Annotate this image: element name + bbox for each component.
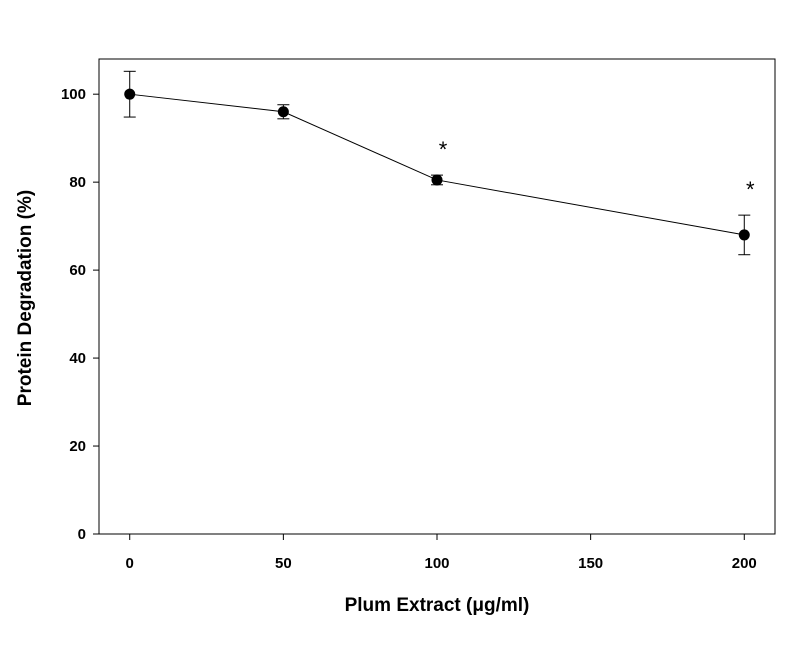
data-point (277, 106, 289, 118)
data-point (124, 88, 136, 100)
data-series: ** (123, 70, 755, 256)
y-tick-label: 20 (69, 438, 86, 455)
y-axis-title: Protein Degradation (%) (15, 190, 36, 406)
axis-ticks: 0 20 40 60 80 100 0 50 100 150 200 (61, 86, 757, 572)
data-point (431, 174, 443, 186)
y-tick-label: 40 (69, 350, 86, 367)
x-tick-label: 150 (578, 555, 603, 572)
plot-frame (98, 58, 776, 535)
x-tick-label: 200 (732, 555, 757, 572)
x-tick-label: 100 (424, 555, 449, 572)
y-tick-label: 80 (69, 174, 86, 191)
significance-marker: * (439, 137, 448, 162)
x-tick-label: 0 (126, 555, 134, 572)
y-tick-label: 60 (69, 262, 86, 279)
significance-marker: * (746, 177, 755, 202)
y-tick-label: 100 (61, 86, 86, 103)
y-tick-label: 0 (78, 526, 86, 543)
data-point (738, 229, 750, 241)
series-line (129, 93, 745, 236)
x-axis-title: Plum Extract (μg/ml) (345, 595, 530, 616)
x-tick-label: 50 (275, 555, 292, 572)
